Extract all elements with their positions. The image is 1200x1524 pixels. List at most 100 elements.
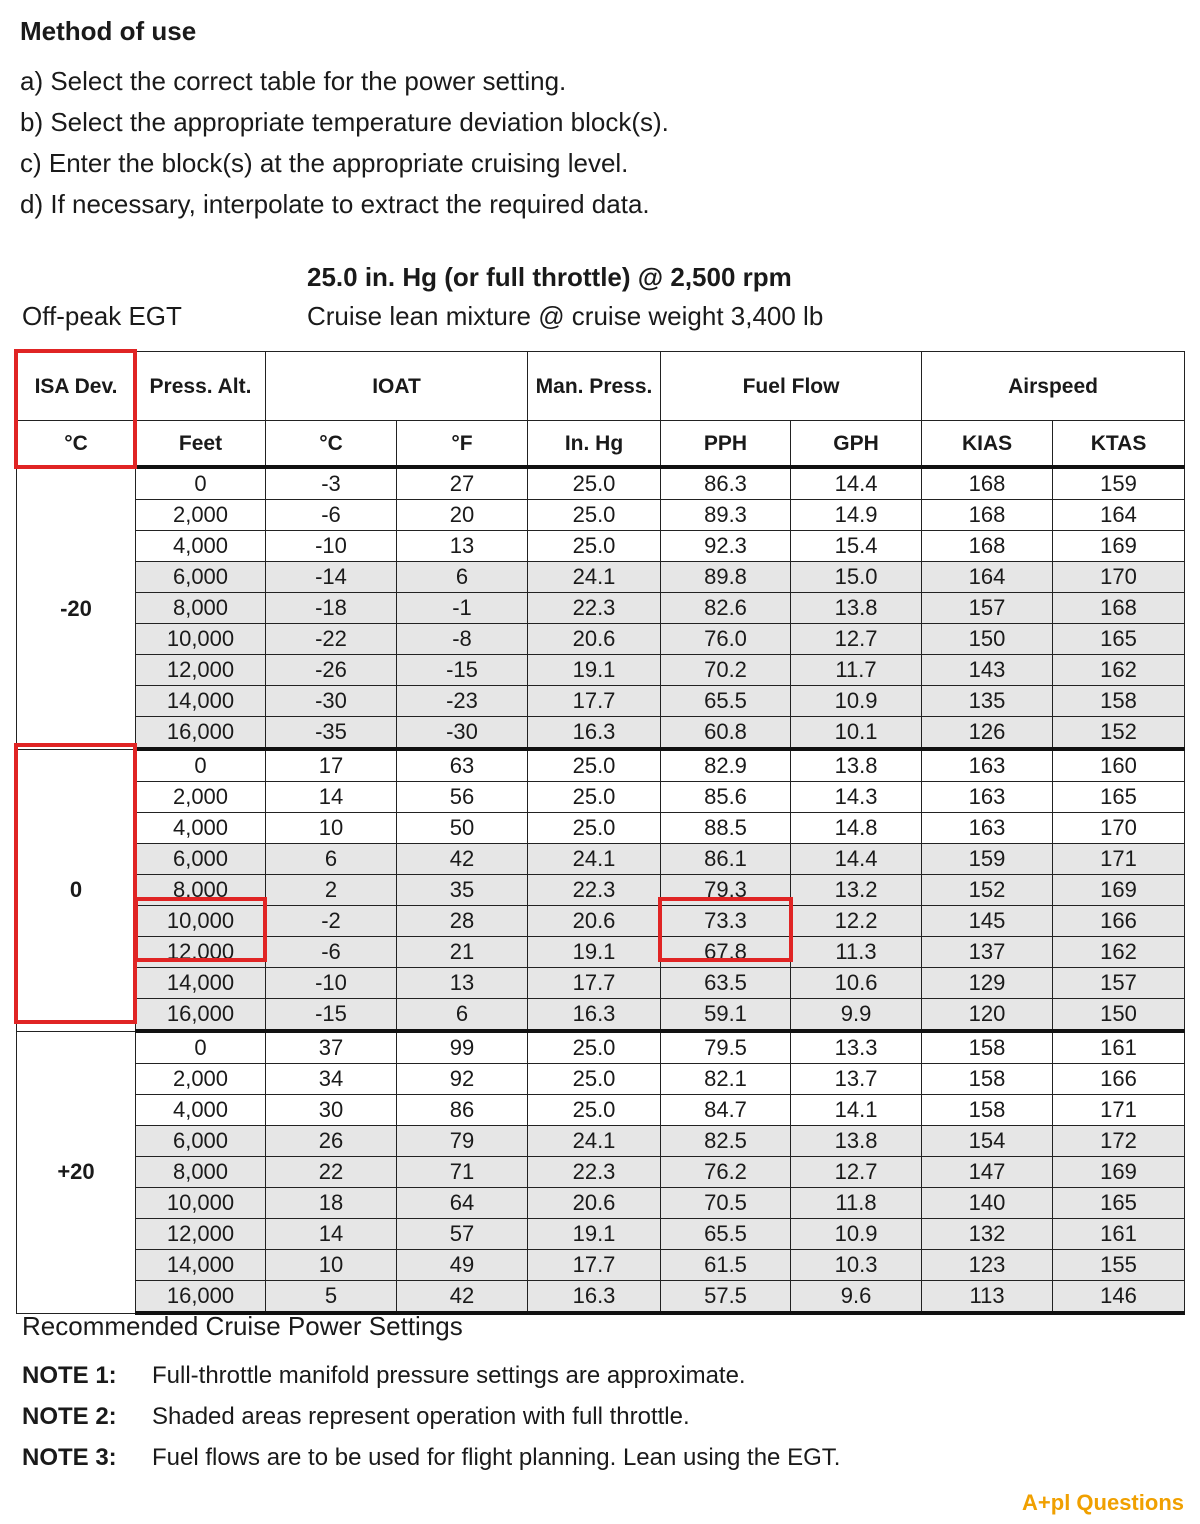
- table-cell: 20.6: [527, 905, 662, 937]
- table-cell: 5: [265, 1280, 397, 1315]
- table-cell: 123: [921, 1249, 1054, 1281]
- table-cell: 20.6: [527, 1187, 662, 1219]
- table-cell: 64: [395, 1187, 529, 1219]
- table-cell: 76.0: [660, 623, 792, 655]
- table-cell: 4,000: [135, 530, 266, 562]
- table-cell: 15.0: [790, 561, 923, 593]
- table-cell: 13.3: [790, 1030, 923, 1064]
- table-cell: 25.0: [527, 1030, 662, 1064]
- table-cell: 150: [1052, 998, 1186, 1033]
- table-cell: 4,000: [135, 1094, 266, 1126]
- table-cell: 13: [395, 530, 529, 562]
- table-cell: 8,000: [135, 1156, 266, 1188]
- table-cell: 50: [395, 812, 529, 844]
- table-cell: -3: [265, 466, 397, 500]
- table-cell: 25.0: [527, 466, 662, 500]
- table-cell: 82.9: [660, 748, 792, 782]
- table-cell: 10.3: [790, 1249, 923, 1281]
- table-cell: 169: [1052, 1156, 1186, 1188]
- table-row: +20 0 37 99 25.0 79.5 13.3 158 161: [16, 1030, 1186, 1314]
- table-cell: 12.2: [790, 905, 923, 937]
- table-cell: 170: [1052, 812, 1186, 844]
- table-row: 0 0 17 63 25.0 82.9 13.8 163 160: [16, 748, 1186, 1032]
- header-ioat: IOAT: [264, 351, 529, 421]
- table-row: 10,000 -2 28 20.6 73.3 12.2 145 166: [17, 905, 1186, 937]
- table-row: 16,000 -35 -30 16.3 60.8 10.1 126 152: [17, 716, 1186, 751]
- table-cell: 12,000: [135, 936, 266, 968]
- table-cell: 14,000: [135, 967, 266, 999]
- table-cell: 157: [1052, 967, 1186, 999]
- table-cell: 4,000: [135, 812, 266, 844]
- table-cell: 85.6: [660, 781, 792, 813]
- table-cell: 146: [1052, 1280, 1186, 1315]
- table-cell: 61.5: [660, 1249, 792, 1281]
- table-row: 12,000 14 57 19.1 65.5 10.9 132 161: [17, 1218, 1186, 1250]
- note-text: Full-throttle manifold pressure settings…: [152, 1362, 746, 1389]
- table-cell: 14,000: [135, 685, 266, 717]
- table-row: 8,000 -18 -1 22.3 82.6 13.8 157 168: [17, 592, 1186, 624]
- table-cell: 143: [921, 654, 1054, 686]
- table-cell: 10.9: [790, 685, 923, 717]
- table-cell: 16.3: [527, 1280, 662, 1315]
- table-cell: 19.1: [527, 654, 662, 686]
- cruise-performance-table: ISA Dev. Press. Alt. IOAT Man. Press. Fu…: [16, 351, 1186, 1315]
- table-cell: 17.7: [527, 685, 662, 717]
- method-steps: a) Select the correct table for the powe…: [20, 64, 669, 228]
- table-cell: 6,000: [135, 561, 266, 593]
- table-cell: -10: [265, 967, 397, 999]
- header-isa-dev: ISA Dev.: [16, 351, 136, 421]
- table-cell: 6: [265, 843, 397, 875]
- table-cell: 9.9: [790, 998, 923, 1033]
- table-cell: 24.1: [527, 843, 662, 875]
- table-cell: 67.8: [660, 936, 792, 968]
- table-cell: -15: [395, 654, 529, 686]
- table-row: 14,000 10 49 17.7 61.5 10.3 123 155: [17, 1249, 1186, 1281]
- table-cell: 132: [921, 1218, 1054, 1250]
- table-cell: 25.0: [527, 1063, 662, 1095]
- table-cell: 14.4: [790, 843, 923, 875]
- table-cell: 92.3: [660, 530, 792, 562]
- table-cell: 166: [1052, 905, 1186, 937]
- table-row: 14,000 -30 -23 17.7 65.5 10.9 135 158: [17, 685, 1186, 717]
- table-cell: 14: [265, 781, 397, 813]
- table-cell: 57.5: [660, 1280, 792, 1315]
- unit-header: GPH: [790, 420, 923, 469]
- table-cell: 158: [921, 1063, 1054, 1095]
- table-cell: 13.7: [790, 1063, 923, 1095]
- method-title: Method of use: [20, 16, 197, 46]
- table-cell: 162: [1052, 936, 1186, 968]
- table-cell: 14.9: [790, 499, 923, 531]
- table-cell: 160: [1052, 748, 1186, 782]
- step-b: b) Select the appropriate temperature de…: [20, 107, 669, 137]
- table-cell: 2,000: [135, 1063, 266, 1095]
- table-cell: -35: [265, 716, 397, 751]
- table-cell: 35: [395, 874, 529, 906]
- table-cell: 168: [921, 499, 1054, 531]
- unit-header: KIAS: [921, 420, 1054, 469]
- table-row: 4,000 10 50 25.0 88.5 14.8 163 170: [17, 812, 1186, 844]
- table-cell: 19.1: [527, 936, 662, 968]
- table-cell: 8,000: [135, 592, 266, 624]
- note-text: Fuel flows are to be used for flight pla…: [152, 1444, 841, 1471]
- table-row: 16,000 5 42 16.3 57.5 9.6 113 146: [17, 1280, 1186, 1315]
- table-cell: 11.8: [790, 1187, 923, 1219]
- table-cell: 158: [1052, 685, 1186, 717]
- table-cell: 10,000: [135, 905, 266, 937]
- table-cell: 22.3: [527, 1156, 662, 1188]
- table-cell: 16,000: [135, 1280, 266, 1315]
- table-cell: 21: [395, 936, 529, 968]
- table-cell: 9.6: [790, 1280, 923, 1315]
- note-label: NOTE 1:: [22, 1362, 117, 1389]
- isa-deviation-cell: 0: [16, 748, 136, 1032]
- step-a: a) Select the correct table for the powe…: [20, 66, 567, 96]
- table-cell: 13.8: [790, 1125, 923, 1157]
- header-man-press: Man. Press.: [527, 351, 662, 421]
- table-cell: 12,000: [135, 654, 266, 686]
- table-cell: 12.7: [790, 1156, 923, 1188]
- table-cell: 86: [395, 1094, 529, 1126]
- table-row: 2,000 34 92 25.0 82.1 13.7 158 166: [17, 1063, 1186, 1095]
- unit-header: Feet: [135, 420, 266, 469]
- table-cell: 79: [395, 1125, 529, 1157]
- table-cell: 25.0: [527, 499, 662, 531]
- table-cell: 11.3: [790, 936, 923, 968]
